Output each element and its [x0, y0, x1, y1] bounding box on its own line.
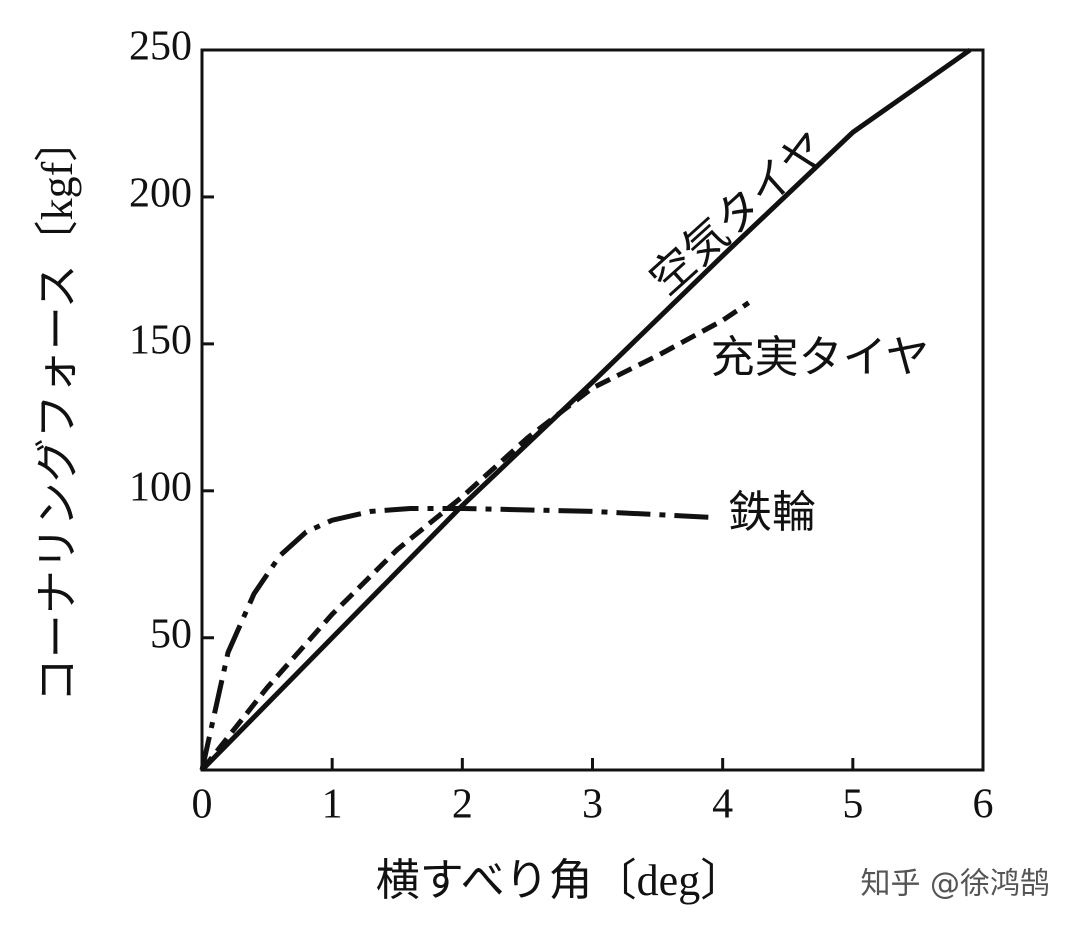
- series-label: 鉄輪: [728, 487, 816, 538]
- y-tick-label: 50: [150, 611, 192, 657]
- x-tick-label: 6: [973, 782, 994, 828]
- x-tick-label: 4: [712, 782, 733, 828]
- plot-frame: [200, 48, 985, 772]
- series-label: 充実タイヤ: [711, 332, 930, 383]
- series-label: 空気タイヤ: [640, 121, 837, 305]
- y-axis-label: コーナリングフォース〔kgf〕: [33, 118, 82, 702]
- x-tick-label: 2: [452, 782, 473, 828]
- watermark: 知乎 @徐鸿鹄: [860, 867, 1050, 902]
- y-tick-label: 150: [129, 318, 192, 364]
- y-tick-label: 250: [129, 24, 192, 70]
- y-tick-label: 200: [129, 171, 192, 217]
- x-axis-label: 横すべり角〔deg〕: [376, 856, 744, 905]
- series-line: [200, 47, 972, 772]
- x-tick-label: 1: [322, 782, 343, 828]
- x-tick-label: 5: [842, 782, 863, 828]
- series-line: [199, 505, 710, 771]
- x-tick-label: 3: [582, 782, 603, 828]
- x-tick-label: 0: [192, 782, 213, 828]
- series-line: [200, 300, 751, 772]
- y-tick-label: 100: [129, 464, 192, 510]
